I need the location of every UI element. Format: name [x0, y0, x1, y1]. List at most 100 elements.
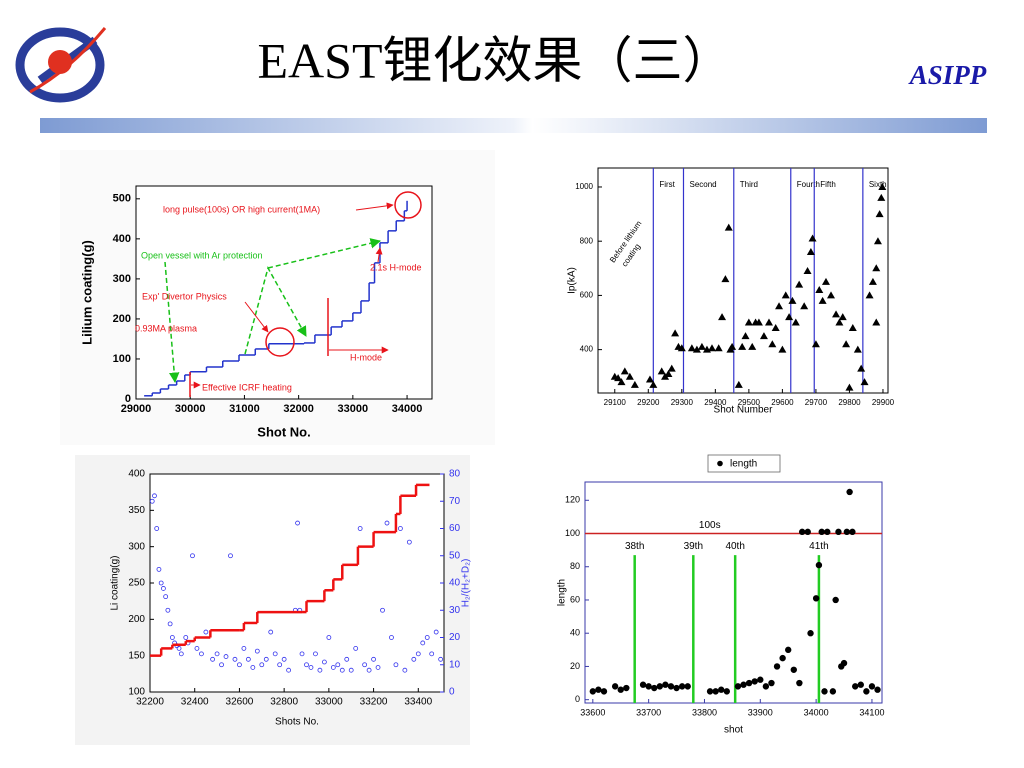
x-tick-label: 33400 — [404, 697, 432, 708]
x-axis-label: Shots No. — [275, 717, 319, 728]
point — [158, 580, 164, 586]
point — [667, 683, 675, 690]
x-tick-label: 29700 — [805, 398, 828, 407]
point — [762, 683, 770, 690]
y-tick-label: 1000 — [575, 182, 593, 191]
point — [878, 182, 887, 190]
point — [600, 688, 608, 695]
point — [149, 498, 155, 504]
point — [589, 688, 597, 695]
x-tick-label: 32200 — [136, 697, 164, 708]
point — [748, 342, 757, 350]
point — [852, 683, 859, 690]
x-tick-label: 29900 — [872, 398, 895, 407]
point — [415, 651, 421, 657]
point — [438, 656, 444, 662]
x-tick-label: 34100 — [859, 707, 884, 717]
point — [424, 635, 430, 640]
x-tick-label: 33000 — [338, 403, 369, 415]
point — [808, 234, 817, 242]
y-tick-label: 600 — [580, 291, 594, 300]
x-tick-label: 33000 — [315, 697, 343, 708]
point — [718, 686, 725, 693]
point — [326, 635, 332, 640]
x-tick-label: 34000 — [804, 707, 829, 717]
point — [411, 656, 417, 662]
point — [764, 318, 773, 326]
point — [241, 646, 247, 651]
annotation: Open vessel with Ar protection — [141, 250, 263, 260]
point — [741, 332, 750, 340]
y-axis-label: Li coating(g) — [110, 555, 121, 610]
y-tick-label: 250 — [128, 578, 145, 589]
point — [860, 378, 869, 386]
y-tick-label: 120 — [565, 495, 580, 505]
y-tick-label: 20 — [570, 661, 580, 671]
point — [778, 345, 787, 353]
point — [210, 656, 216, 662]
point — [433, 629, 439, 635]
point — [190, 553, 195, 559]
point — [344, 656, 350, 662]
point — [791, 318, 800, 326]
point — [420, 640, 426, 646]
y2-tick-label: 10 — [449, 659, 461, 670]
point — [614, 374, 623, 382]
point — [734, 380, 743, 388]
point — [656, 683, 664, 690]
phase-label: Third — [740, 180, 758, 189]
point — [751, 678, 758, 685]
y-tick-label: 100 — [565, 528, 580, 538]
point — [617, 378, 626, 386]
point — [838, 313, 847, 321]
x-tick-label: 29100 — [604, 398, 627, 407]
point — [617, 686, 624, 693]
point — [788, 296, 797, 304]
point — [154, 526, 160, 531]
x-tick-label: 33900 — [748, 707, 773, 717]
point — [384, 520, 390, 526]
point — [366, 667, 372, 673]
point — [728, 342, 737, 350]
point — [754, 318, 763, 326]
annotation: Exp' Divertor Physics — [142, 291, 227, 301]
phase-label: First — [659, 180, 675, 189]
point — [868, 277, 877, 285]
point — [684, 683, 691, 690]
plot-frame — [597, 167, 889, 394]
point — [330, 665, 336, 670]
x-tick-label: 33700 — [636, 707, 661, 717]
point — [872, 264, 881, 272]
y-tick-label: 400 — [128, 469, 145, 480]
logo — [15, 27, 107, 103]
point — [806, 248, 815, 256]
point — [362, 662, 368, 668]
y-tick-label: 200 — [113, 313, 131, 325]
y2-tick-label: 40 — [449, 578, 461, 589]
point — [317, 667, 323, 673]
reference-label: 100s — [699, 520, 721, 531]
point — [657, 367, 666, 375]
point — [734, 683, 742, 690]
point — [771, 323, 780, 331]
x-tick-label: 29800 — [838, 398, 861, 407]
legend-box — [707, 454, 781, 473]
point — [623, 684, 630, 692]
point — [812, 595, 820, 602]
point — [194, 646, 200, 651]
annotation: H-mode — [350, 352, 382, 362]
x-tick-label: 34000 — [392, 403, 423, 415]
point — [707, 344, 716, 352]
annotation-shape — [375, 247, 383, 263]
point — [845, 383, 854, 391]
point — [740, 681, 747, 688]
point — [228, 553, 233, 559]
point — [872, 318, 881, 326]
y-tick-label: 200 — [128, 614, 145, 625]
point — [281, 656, 287, 662]
point — [389, 635, 394, 640]
annotation: long pulse(100s) OR high current(1MA) — [163, 204, 320, 214]
point — [152, 493, 157, 499]
x-axis-label: Shot Number — [714, 405, 774, 416]
point — [268, 629, 274, 635]
